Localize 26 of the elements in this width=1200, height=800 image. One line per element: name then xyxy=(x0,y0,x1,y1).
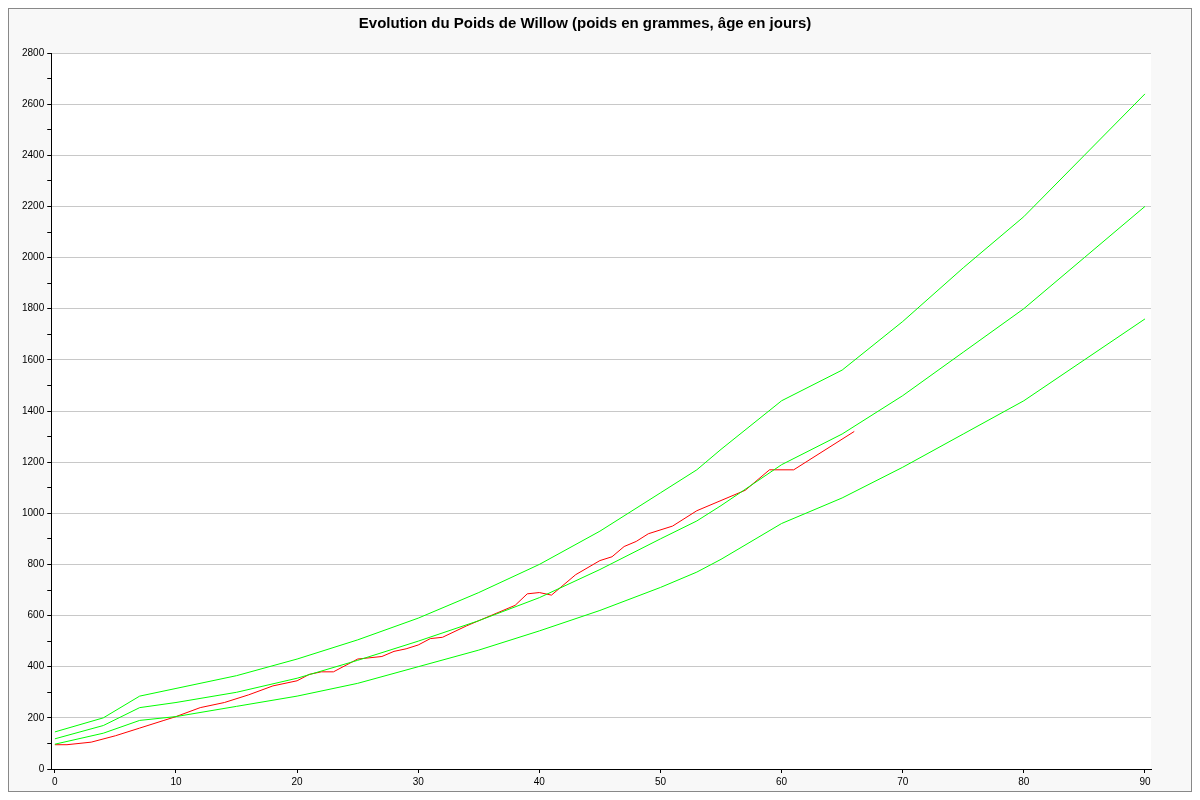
x-tick-label: 20 xyxy=(291,775,304,787)
y-tick-label: 2800 xyxy=(22,46,45,58)
y-tick-label: 1000 xyxy=(22,507,45,519)
y-tick-label: 800 xyxy=(27,558,45,570)
y-tick-label: 600 xyxy=(27,609,45,621)
x-tick-label: 70 xyxy=(897,775,909,787)
x-tick-label: 40 xyxy=(533,775,546,787)
y-tick-label: 2200 xyxy=(22,200,45,212)
y-tick-label: 1800 xyxy=(22,302,45,314)
x-tick-label: 60 xyxy=(776,775,788,787)
y-tick-label: 2400 xyxy=(22,149,45,161)
x-tick-label: 30 xyxy=(412,775,425,787)
x-tick-label: 90 xyxy=(1139,775,1151,787)
y-tick-label: 0 xyxy=(38,762,45,774)
y-tick-label: 1400 xyxy=(22,404,45,416)
y-tick-label: 1600 xyxy=(22,353,45,365)
y-tick-label: 2600 xyxy=(22,97,45,109)
x-tick-label: 0 xyxy=(52,775,59,787)
y-tick-label: 400 xyxy=(27,660,45,672)
chart-title: Evolution du Poids de Willow (poids en grammes, âge en jours) xyxy=(358,14,812,32)
y-tick-label: 2000 xyxy=(22,251,45,263)
y-tick-label: 1200 xyxy=(22,455,45,467)
x-tick-label: 80 xyxy=(1018,775,1030,787)
x-tick-label: 50 xyxy=(654,775,667,787)
x-tick-label: 10 xyxy=(170,775,182,787)
y-tick-label: 200 xyxy=(27,711,45,723)
